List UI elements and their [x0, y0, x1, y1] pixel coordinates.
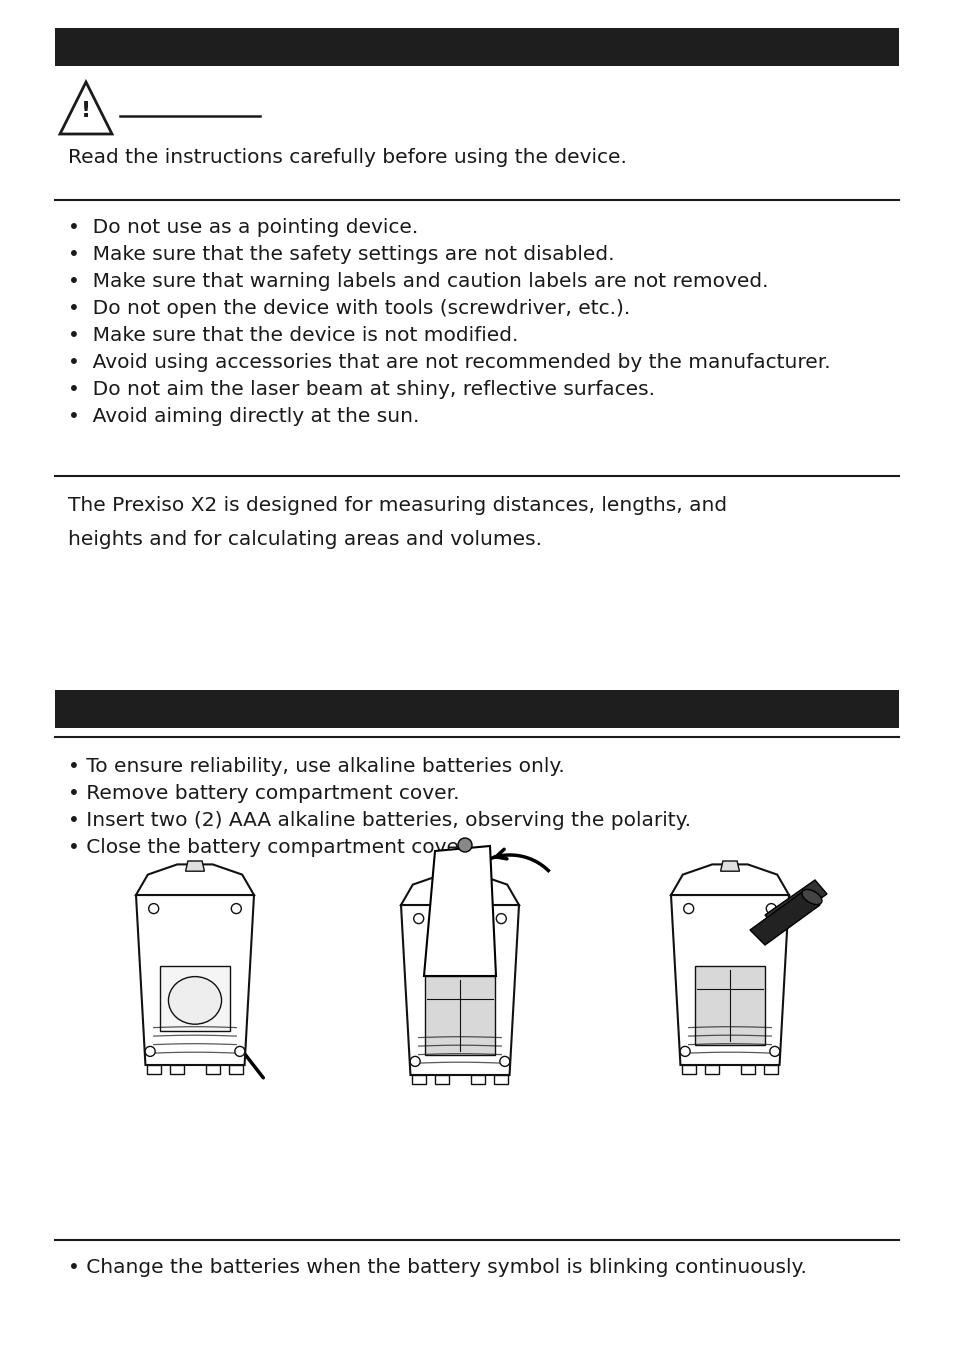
Bar	[740, 1065, 754, 1073]
Text: •  Do not use as a pointing device.: • Do not use as a pointing device.	[68, 218, 417, 237]
Polygon shape	[423, 846, 496, 976]
Bar	[147, 1065, 161, 1073]
Text: !: !	[81, 100, 91, 120]
Circle shape	[683, 904, 693, 913]
Text: •  Make sure that warning labels and caution labels are not removed.: • Make sure that warning labels and caut…	[68, 272, 768, 292]
Bar	[494, 1075, 508, 1083]
Text: •  Avoid aiming directly at the sun.: • Avoid aiming directly at the sun.	[68, 407, 419, 426]
Bar	[411, 1075, 425, 1083]
Text: •  Make sure that the safety settings are not disabled.: • Make sure that the safety settings are…	[68, 245, 614, 264]
Polygon shape	[720, 861, 739, 871]
Polygon shape	[450, 871, 469, 882]
Circle shape	[496, 913, 506, 924]
Polygon shape	[749, 890, 820, 945]
Text: Read the instructions carefully before using the device.: Read the instructions carefully before u…	[68, 148, 626, 167]
Polygon shape	[400, 905, 518, 1075]
Text: • Close the battery compartment cover.: • Close the battery compartment cover.	[68, 838, 472, 857]
Text: •  Make sure that the device is not modified.: • Make sure that the device is not modif…	[68, 326, 517, 345]
Circle shape	[414, 913, 423, 924]
Polygon shape	[136, 895, 253, 1065]
Ellipse shape	[169, 976, 221, 1024]
Polygon shape	[424, 976, 495, 1054]
Circle shape	[234, 1046, 245, 1057]
Polygon shape	[694, 967, 764, 1045]
Bar	[206, 1065, 219, 1073]
Text: •  Avoid using accessories that are not recommended by the manufacturer.: • Avoid using accessories that are not r…	[68, 353, 830, 372]
Text: •  Do not open the device with tools (screwdriver, etc.).: • Do not open the device with tools (scr…	[68, 298, 630, 318]
Circle shape	[410, 1057, 419, 1066]
Text: The Prexiso X2 is designed for measuring distances, lengths, and: The Prexiso X2 is designed for measuring…	[68, 496, 726, 515]
Circle shape	[499, 1057, 509, 1066]
Bar	[680, 1065, 695, 1073]
Bar	[470, 1075, 484, 1083]
Circle shape	[765, 904, 776, 913]
Bar	[55, 27, 898, 66]
Bar	[55, 690, 898, 728]
Text: • Remove battery compartment cover.: • Remove battery compartment cover.	[68, 784, 459, 804]
Polygon shape	[159, 967, 231, 1031]
Ellipse shape	[801, 890, 821, 905]
Bar	[704, 1065, 719, 1073]
Polygon shape	[136, 864, 253, 895]
Polygon shape	[400, 875, 518, 905]
Text: heights and for calculating areas and volumes.: heights and for calculating areas and vo…	[68, 530, 541, 549]
Text: • Insert two (2) AAA alkaline batteries, observing the polarity.: • Insert two (2) AAA alkaline batteries,…	[68, 810, 690, 830]
Polygon shape	[670, 864, 788, 895]
Circle shape	[231, 904, 241, 913]
Polygon shape	[60, 82, 112, 134]
Circle shape	[149, 904, 158, 913]
Polygon shape	[186, 861, 204, 871]
Bar	[435, 1075, 449, 1083]
Text: • Change the batteries when the battery symbol is blinking continuously.: • Change the batteries when the battery …	[68, 1258, 806, 1277]
Text: • To ensure reliability, use alkaline batteries only.: • To ensure reliability, use alkaline ba…	[68, 757, 564, 776]
Circle shape	[769, 1046, 779, 1057]
Polygon shape	[670, 895, 788, 1065]
Text: •  Do not aim the laser beam at shiny, reflective surfaces.: • Do not aim the laser beam at shiny, re…	[68, 381, 655, 398]
Circle shape	[679, 1046, 689, 1057]
Bar	[763, 1065, 778, 1073]
Circle shape	[457, 838, 472, 852]
Bar	[229, 1065, 243, 1073]
Bar	[170, 1065, 184, 1073]
Circle shape	[145, 1046, 155, 1057]
Polygon shape	[764, 880, 826, 930]
